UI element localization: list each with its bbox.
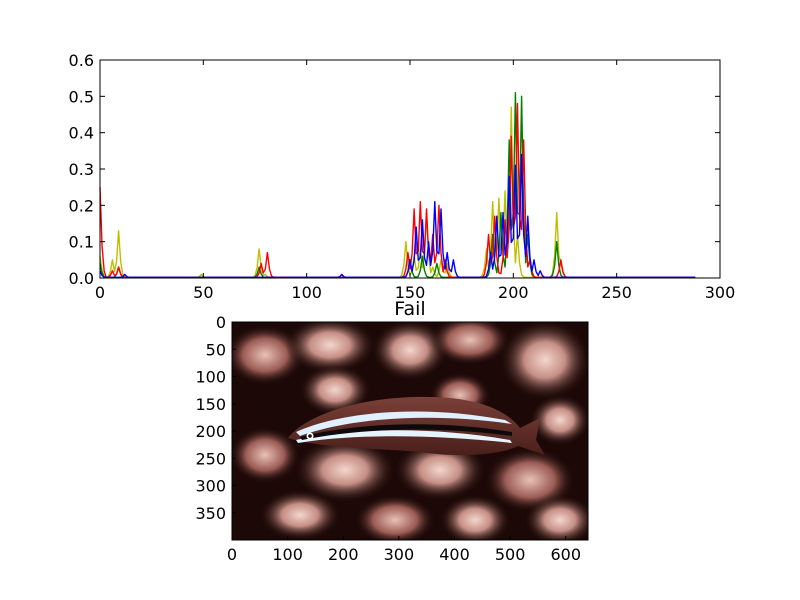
image-x-tick-label: 400 [439, 545, 470, 564]
image-x-tick-label: 300 [384, 545, 415, 564]
histogram-y-ticks: 0.0 0.1 0.2 0.3 0.4 0.5 0.6 [69, 51, 720, 288]
image-title: Fail [394, 298, 425, 320]
image-y-tick-label: 200 [195, 422, 226, 441]
histogram-series-b [99, 153, 696, 278]
histogram-axes: 0 50 100 150 200 250 300 0.0 0.1 0.2 0.3 0.4 0.5 0.6 [69, 51, 736, 302]
image-x-tick-label: 100 [272, 545, 303, 564]
image-y-tick-label: 150 [195, 395, 226, 414]
histogram-x-ticks: 0 50 100 150 200 250 300 [95, 60, 735, 302]
image-y-tick-label: 250 [195, 449, 226, 468]
image-y-ticks: 0 50 100 150 200 250 300 350 [195, 313, 236, 523]
histogram-y-tick-label: 0.0 [69, 269, 94, 288]
image-y-tick-label: 0 [216, 313, 226, 332]
image-y-tick-label: 350 [195, 504, 226, 523]
image-x-tick-label: 500 [495, 545, 526, 564]
histogram-y-tick-label: 0.6 [69, 51, 94, 70]
histogram-y-tick-label: 0.1 [69, 233, 94, 252]
histogram-x-tick-label: 0 [95, 283, 105, 302]
image-x-ticks: 0 100 200 300 400 500 600 [227, 536, 581, 564]
histogram-x-tick-label: 50 [193, 283, 213, 302]
image-y-tick-label: 50 [206, 340, 226, 359]
histogram-x-tick-label: 150 [395, 283, 426, 302]
histogram-y-tick-label: 0.5 [69, 87, 94, 106]
histogram-x-tick-label: 300 [705, 283, 736, 302]
histogram-y-tick-label: 0.4 [69, 124, 94, 143]
fish [288, 396, 545, 456]
histogram-x-tick-label: 250 [601, 283, 632, 302]
histogram-lines [99, 91, 696, 278]
image-y-tick-label: 100 [195, 368, 226, 387]
histogram-y-tick-label: 0.3 [69, 160, 94, 179]
image-y-tick-label: 300 [195, 477, 226, 496]
histogram-x-tick-label: 200 [498, 283, 529, 302]
fish-photo [232, 322, 588, 540]
image-x-tick-label: 600 [550, 545, 581, 564]
image-axes: Fail [195, 298, 589, 564]
histogram-y-tick-label: 0.2 [69, 196, 94, 215]
histogram-x-tick-label: 100 [291, 283, 322, 302]
histogram-plot-area [100, 60, 720, 278]
image-x-tick-label: 0 [227, 545, 237, 564]
image-x-tick-label: 200 [328, 545, 359, 564]
